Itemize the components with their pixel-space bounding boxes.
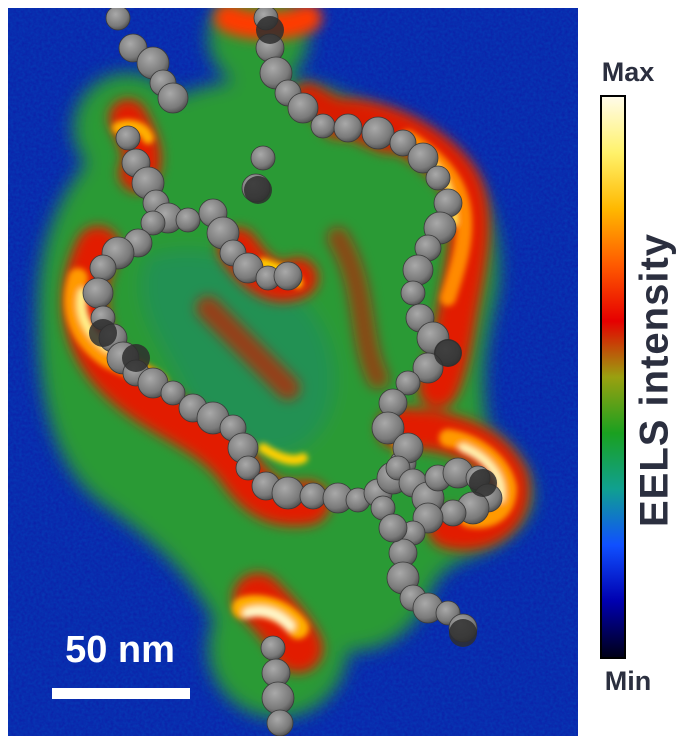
nanoparticle bbox=[260, 635, 286, 661]
colorbar-min-label: Min bbox=[604, 666, 652, 696]
nanoparticle bbox=[235, 455, 261, 481]
nanoparticle bbox=[175, 207, 201, 233]
nanoparticle bbox=[439, 499, 467, 527]
colorbar-max-label: Max bbox=[601, 57, 655, 87]
nanoparticle bbox=[89, 254, 117, 282]
nanoparticle-chains bbox=[82, 8, 503, 736]
nanoparticle bbox=[400, 280, 426, 306]
nanoparticle bbox=[425, 165, 451, 191]
nanoparticle bbox=[115, 125, 141, 151]
dark-nanoparticle bbox=[434, 339, 462, 367]
dark-nanoparticle bbox=[256, 16, 284, 44]
nanoparticle bbox=[105, 8, 131, 31]
nanoparticle bbox=[378, 513, 408, 543]
nanoparticle bbox=[266, 709, 294, 736]
nanoparticle bbox=[333, 113, 363, 143]
dark-nanoparticle bbox=[122, 344, 150, 372]
nanoparticle bbox=[395, 370, 421, 396]
nanoparticle bbox=[389, 129, 417, 157]
nanoparticle bbox=[371, 411, 405, 445]
eels-map-image bbox=[8, 8, 578, 736]
scale-bar bbox=[52, 688, 190, 699]
dark-nanoparticle bbox=[469, 469, 497, 497]
colorbar bbox=[600, 95, 626, 659]
nanoparticle bbox=[310, 113, 336, 139]
scale-bar-label: 50 nm bbox=[65, 629, 175, 671]
dark-nanoparticle bbox=[89, 319, 117, 347]
nanoparticle bbox=[402, 254, 434, 286]
nanoparticle bbox=[140, 210, 166, 236]
nanoparticle bbox=[157, 82, 189, 114]
nanoparticle bbox=[412, 352, 444, 384]
nanoparticle bbox=[407, 142, 439, 174]
nanoparticle bbox=[160, 380, 186, 406]
nanoparticle bbox=[273, 261, 303, 291]
nanoparticle bbox=[271, 476, 305, 510]
nanoparticle bbox=[287, 92, 319, 124]
dark-nanoparticle bbox=[449, 619, 477, 647]
nanoparticle bbox=[250, 145, 276, 171]
nanoparticle bbox=[299, 482, 327, 510]
dark-nanoparticle bbox=[244, 176, 272, 204]
nanoparticle bbox=[361, 116, 395, 150]
colorbar-title: EELS intensity bbox=[632, 232, 677, 528]
nanoparticle bbox=[82, 277, 114, 309]
nanoparticle bbox=[261, 681, 295, 715]
